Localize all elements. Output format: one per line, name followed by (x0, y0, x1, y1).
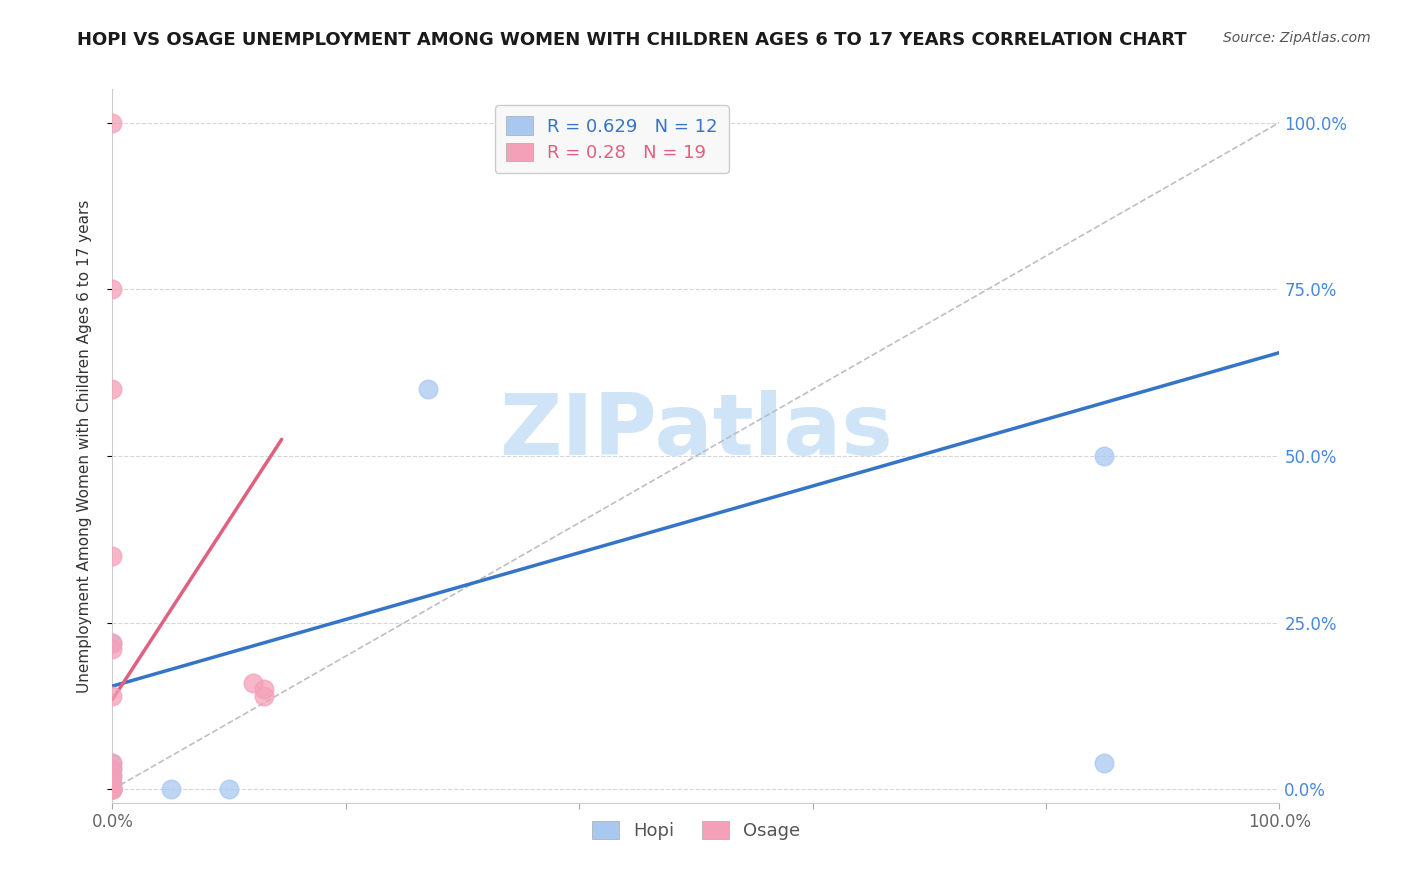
Point (101, 636, 124, 650)
Point (101, 782, 124, 797)
Point (101, 782, 124, 797)
Point (101, 282, 124, 296)
Point (160, 782, 183, 797)
Text: Source: ZipAtlas.com: Source: ZipAtlas.com (1223, 31, 1371, 45)
Point (218, 782, 240, 797)
Point (101, 115, 124, 129)
Point (101, 382, 124, 396)
Text: HOPI VS OSAGE UNEMPLOYMENT AMONG WOMEN WITH CHILDREN AGES 6 TO 17 YEARS CORRELAT: HOPI VS OSAGE UNEMPLOYMENT AMONG WOMEN W… (77, 31, 1187, 49)
Point (101, 776, 124, 790)
Point (253, 689, 276, 703)
Point (101, 776, 124, 790)
Point (101, 689, 124, 703)
Point (101, 763, 124, 777)
Point (1094, 449, 1116, 463)
Point (101, 549, 124, 563)
Point (101, 782, 124, 797)
Point (1094, 756, 1116, 770)
Point (101, 769, 124, 783)
Y-axis label: Unemployment Among Women with Children Ages 6 to 17 years: Unemployment Among Women with Children A… (77, 199, 91, 693)
Text: ZIPatlas: ZIPatlas (499, 390, 893, 474)
Point (101, 642, 124, 657)
Point (101, 756, 124, 770)
Point (242, 675, 264, 690)
Legend: Hopi, Osage: Hopi, Osage (585, 814, 807, 847)
Point (101, 782, 124, 797)
Point (101, 782, 124, 797)
Point (101, 756, 124, 770)
Point (101, 782, 124, 797)
Point (101, 763, 124, 777)
Point (101, 636, 124, 650)
Point (416, 382, 439, 396)
Point (101, 782, 124, 797)
Point (253, 682, 276, 697)
Point (101, 769, 124, 783)
